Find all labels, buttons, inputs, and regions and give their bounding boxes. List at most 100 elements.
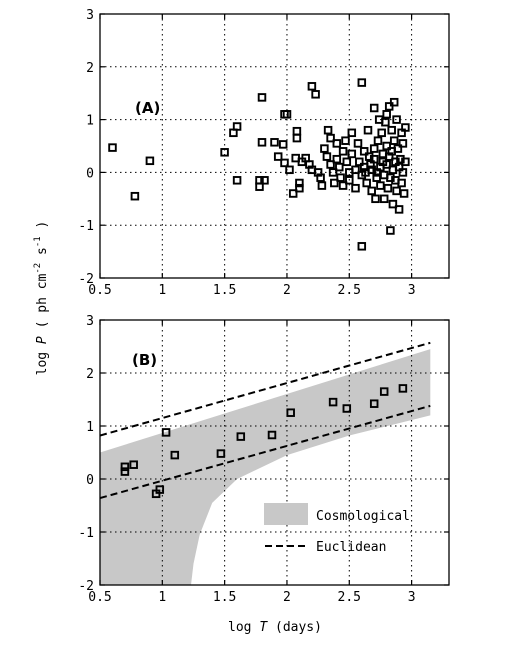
panel-a-ticks <box>99 13 449 279</box>
data-point <box>347 149 357 159</box>
data-point <box>285 165 294 175</box>
data-point <box>335 162 344 172</box>
legend-cosmological-label: Cosmological <box>316 509 410 524</box>
data-point <box>381 117 390 127</box>
x-tick-label: 1.5 <box>213 590 236 605</box>
data-point <box>393 144 403 153</box>
data-point <box>295 178 304 188</box>
x-tick-label: 2.5 <box>338 283 361 298</box>
data-point <box>278 140 288 149</box>
data-point <box>295 183 304 193</box>
data-point <box>338 147 348 156</box>
x-tick-label: 3 <box>408 283 416 298</box>
data-point <box>359 147 369 156</box>
data-point <box>280 158 289 168</box>
x-tick-label: 2 <box>283 590 291 605</box>
panel-a: 0.5 1 1.5 2 2.5 3 -2 -1 0 1 2 3 (A) <box>78 8 450 298</box>
data-point <box>326 160 335 169</box>
data-point <box>341 136 350 145</box>
data-point <box>398 168 408 177</box>
y-tick-label: -2 <box>78 272 94 287</box>
y-tick-label: 0 <box>86 166 94 181</box>
data-point <box>379 387 389 396</box>
data-point <box>332 154 342 164</box>
data-point <box>389 97 399 107</box>
data-point <box>342 404 352 413</box>
data-point <box>323 125 333 135</box>
legend-cosmological-swatch <box>264 503 308 525</box>
data-point <box>317 181 327 190</box>
data-point <box>353 139 363 148</box>
data-point <box>155 485 165 494</box>
data-point <box>394 205 404 214</box>
data-point <box>311 90 320 99</box>
x-tick-label: 2.5 <box>338 590 361 605</box>
y-tick-label: -2 <box>78 579 94 594</box>
y-tick-label: -1 <box>78 219 94 234</box>
data-point <box>382 110 391 119</box>
panel-b-label: (B) <box>132 351 157 369</box>
legend-euclidean-label: Euclidean <box>316 540 386 555</box>
panel-b-y-tick-labels: -2 -1 0 1 2 3 <box>78 314 94 594</box>
euclidean-lines <box>99 341 431 500</box>
data-point <box>382 141 391 151</box>
y-tick-label: 1 <box>86 420 94 435</box>
data-point <box>288 189 298 198</box>
data-point <box>236 432 246 441</box>
data-point <box>316 173 325 182</box>
data-point <box>376 181 385 190</box>
data-point <box>292 133 302 143</box>
x-tick-label: 0.5 <box>88 283 111 298</box>
x-tick-label: 1 <box>158 590 166 605</box>
data-point <box>355 157 364 167</box>
data-point <box>336 173 345 182</box>
data-point <box>257 138 267 147</box>
panel-b-ticks <box>99 319 449 586</box>
data-point <box>369 399 379 408</box>
x-axis-label: log T (days) <box>228 620 322 635</box>
panel-b-points <box>120 384 408 499</box>
data-point <box>328 397 338 407</box>
data-point <box>328 168 338 177</box>
data-point <box>345 176 354 185</box>
panel-b-frame <box>99 319 450 586</box>
data-point <box>351 183 360 193</box>
data-point <box>120 462 130 472</box>
data-point <box>357 242 367 251</box>
y-tick-label: -1 <box>78 526 94 541</box>
y-axis-label: log P ( ph cm-2 s-1 ) <box>33 221 50 376</box>
panel-a-points <box>108 78 410 251</box>
x-tick-label: 1.5 <box>213 283 236 298</box>
data-point <box>397 178 406 188</box>
x-tick-label: 3 <box>408 590 416 605</box>
y-tick-label: 3 <box>86 8 94 23</box>
panel-b-x-tick-labels: 0.5 1 1.5 2 2.5 3 <box>88 590 415 605</box>
data-point <box>322 152 332 161</box>
data-point <box>389 136 399 145</box>
data-point <box>120 467 130 476</box>
panel-a-frame <box>99 13 450 279</box>
x-tick-label: 1 <box>158 283 166 298</box>
data-point <box>307 82 317 91</box>
data-point <box>129 460 138 469</box>
y-tick-label: 1 <box>86 114 94 129</box>
data-point <box>257 93 267 102</box>
data-point <box>130 191 140 201</box>
data-point <box>292 126 302 136</box>
data-point <box>367 186 376 196</box>
data-point <box>373 136 383 145</box>
euclidean-line <box>99 341 431 437</box>
data-point <box>108 143 117 152</box>
data-point <box>369 103 379 113</box>
data-point <box>342 157 352 167</box>
data-point <box>267 430 277 440</box>
data-point <box>232 122 242 131</box>
data-point <box>351 165 360 175</box>
y-tick-label: 0 <box>86 473 94 488</box>
panel-a-x-tick-labels: 0.5 1 1.5 2 2.5 3 <box>88 283 415 298</box>
data-point <box>220 148 229 157</box>
euclidean-line <box>99 404 431 500</box>
panel-a-label: (A) <box>135 99 160 117</box>
data-point <box>161 428 171 437</box>
